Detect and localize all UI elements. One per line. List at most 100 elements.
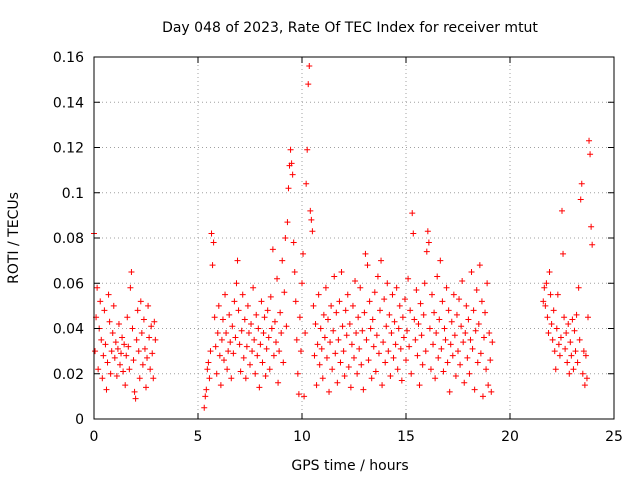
data-point (130, 357, 137, 364)
data-point (146, 334, 153, 341)
data-point (425, 239, 432, 246)
data-point (559, 207, 565, 214)
data-point (264, 307, 271, 314)
data-point (573, 311, 580, 318)
data-point (566, 370, 573, 377)
data-point (383, 323, 390, 330)
data-point (406, 343, 413, 350)
data-point (341, 373, 348, 380)
data-point (348, 341, 355, 348)
data-point (362, 250, 369, 257)
data-point (442, 336, 449, 343)
data-point (143, 384, 149, 391)
data-point (294, 370, 301, 377)
data-point (241, 316, 248, 323)
data-point (415, 320, 422, 327)
data-point (460, 339, 467, 346)
data-point (356, 345, 363, 352)
data-point (567, 339, 574, 346)
data-point (118, 350, 125, 357)
data-point (126, 366, 133, 373)
data-point (469, 345, 476, 352)
y-axis-label: ROTI / TECUs (6, 192, 22, 284)
data-point (390, 354, 397, 361)
data-point (119, 334, 126, 341)
data-point (205, 359, 212, 366)
data-point (587, 151, 594, 158)
data-point (379, 382, 386, 389)
data-point (550, 307, 557, 314)
data-point (335, 336, 342, 343)
data-point (571, 327, 578, 334)
data-point (589, 241, 596, 248)
data-point (288, 160, 295, 167)
data-point (150, 375, 157, 382)
data-point (384, 280, 391, 287)
data-point (234, 257, 241, 264)
data-point (412, 336, 419, 343)
data-point (148, 323, 155, 330)
data-point (477, 350, 484, 357)
data-point (482, 309, 489, 316)
data-point (426, 325, 433, 332)
data-point (320, 311, 327, 318)
data-point (369, 316, 376, 323)
data-point (481, 334, 487, 341)
data-point (253, 311, 260, 318)
data-point (565, 320, 572, 327)
data-point (378, 257, 385, 264)
data-point (363, 336, 370, 343)
data-point (353, 330, 360, 337)
data-point (276, 348, 283, 355)
data-point (240, 354, 247, 361)
data-point (345, 363, 352, 370)
data-point (309, 228, 316, 235)
data-point (270, 352, 277, 359)
data-point (583, 375, 590, 382)
data-point (263, 345, 270, 352)
data-point (577, 196, 584, 203)
data-point (106, 318, 113, 325)
data-point (585, 314, 591, 321)
data-point (236, 341, 243, 348)
data-point (255, 325, 262, 332)
data-point (303, 180, 310, 187)
data-point (278, 330, 285, 337)
data-point (420, 311, 427, 318)
data-point (423, 248, 430, 255)
data-point (139, 361, 146, 368)
data-point (104, 359, 111, 366)
data-point (382, 359, 389, 366)
data-point (588, 223, 595, 230)
data-point (373, 332, 380, 339)
data-point (411, 316, 418, 323)
data-point (437, 257, 444, 264)
data-point (312, 320, 319, 327)
data-point (397, 345, 404, 352)
data-point (212, 343, 219, 350)
data-point (546, 268, 553, 275)
data-point (465, 316, 472, 323)
y-tick-label: 0.06 (53, 276, 84, 292)
data-point (317, 325, 324, 332)
data-point (418, 332, 425, 339)
data-point (386, 311, 393, 318)
data-point (242, 375, 249, 382)
data-point (327, 339, 334, 346)
data-point (273, 339, 279, 346)
data-point (354, 370, 361, 377)
data-point (268, 325, 275, 332)
data-point (416, 382, 423, 389)
data-point (542, 302, 549, 309)
data-point (414, 352, 421, 359)
data-point (308, 216, 315, 223)
data-point (315, 291, 322, 298)
y-tick-label: 0.08 (53, 231, 84, 247)
data-point (230, 350, 237, 357)
data-point (484, 280, 491, 287)
data-point (291, 268, 298, 275)
data-point (211, 314, 218, 321)
data-points (91, 63, 596, 411)
data-point (251, 336, 258, 343)
data-point (471, 386, 478, 393)
